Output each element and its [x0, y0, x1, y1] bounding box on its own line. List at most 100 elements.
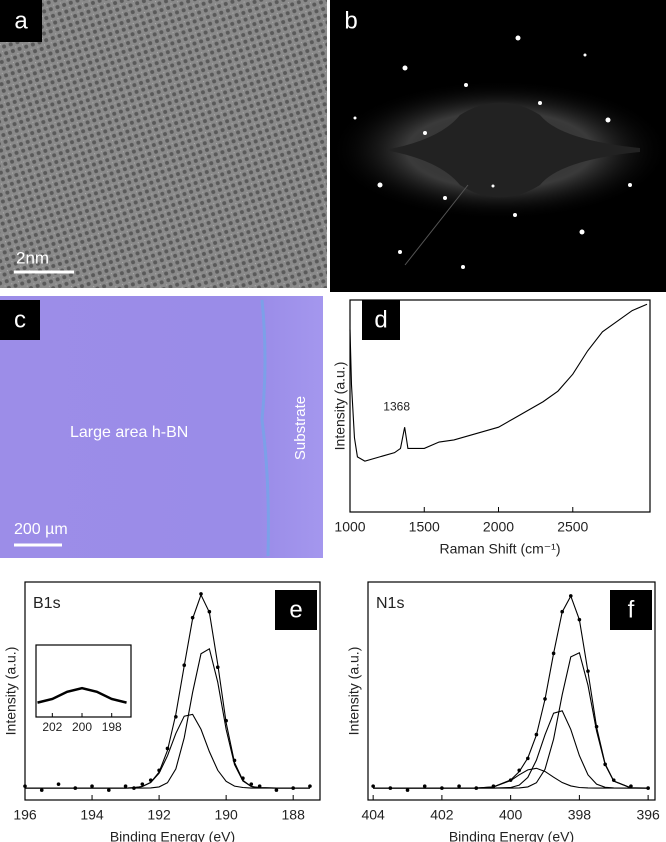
data-point	[56, 782, 61, 786]
x-tick-label: 400	[499, 807, 523, 823]
data-point	[534, 732, 539, 737]
scale-bar-label: 200 µm	[14, 521, 68, 538]
data-point	[182, 663, 187, 668]
x-tick-label: 194	[80, 807, 104, 823]
data-point	[611, 778, 616, 782]
inset-line	[37, 686, 127, 704]
streak	[404, 184, 469, 266]
data-point	[123, 784, 128, 788]
data-point	[388, 786, 393, 790]
panel-label: b	[344, 7, 357, 34]
label-box	[0, 0, 42, 42]
data-point	[157, 768, 161, 773]
beam-stop	[385, 102, 640, 198]
data-point	[603, 762, 607, 767]
data-point	[405, 788, 410, 792]
spectrum-line	[349, 303, 648, 462]
data-point	[491, 784, 496, 788]
data-point	[551, 651, 556, 656]
data-point	[165, 746, 170, 751]
data-point	[291, 786, 295, 790]
panel-c: c Large area h-BN Substrate 200 µm	[0, 296, 323, 558]
data-point	[517, 768, 522, 773]
x-axis-title: Binding Energy (eV)	[449, 829, 574, 842]
x-tick-label: 402	[430, 807, 454, 823]
inset-x-tick-label: 202	[42, 720, 62, 734]
data-point	[440, 786, 444, 790]
data-point	[586, 669, 590, 673]
data-point	[560, 609, 564, 614]
tem-image	[0, 0, 327, 288]
data-point	[174, 714, 178, 719]
substrate-label: Substrate	[292, 396, 309, 460]
data-point	[90, 784, 94, 788]
data-point	[646, 786, 650, 790]
spectrum-line	[373, 767, 649, 789]
data-point	[308, 784, 312, 788]
data-point	[508, 778, 513, 782]
data-point	[215, 665, 220, 670]
y-axis-title: Intensity (a.u.)	[346, 647, 362, 736]
x-tick-label: 404	[361, 807, 385, 823]
panel-b: b	[330, 0, 666, 292]
panel-label: f	[628, 596, 635, 623]
panel-a: a 2nm	[0, 0, 327, 288]
panel-label: c	[14, 306, 26, 333]
data-point	[577, 617, 582, 622]
edge	[260, 299, 270, 557]
peak-label: N1s	[376, 595, 404, 612]
data-point	[422, 784, 427, 788]
label-box	[275, 590, 317, 630]
x-axis-title: Binding Energy (eV)	[110, 829, 235, 842]
data-point	[474, 786, 479, 790]
data-point	[232, 758, 237, 763]
x-tick-label: 190	[214, 807, 238, 823]
data-point	[249, 782, 254, 786]
x-tick-label: 1000	[334, 519, 365, 535]
spectrum-line	[373, 594, 649, 789]
data-point	[457, 784, 461, 788]
scale-bar-label: 2nm	[16, 248, 49, 267]
label-box	[0, 300, 40, 340]
inset-x-tick-label: 198	[102, 720, 122, 734]
data-point	[257, 784, 262, 788]
region-label: Large area h-BN	[70, 424, 188, 441]
data-point	[629, 784, 633, 788]
x-axis-title: Raman Shift (cm⁻¹)	[440, 541, 561, 557]
inset-x-tick-label: 200	[72, 720, 92, 734]
data-point	[39, 788, 44, 792]
plot-frame	[349, 299, 651, 513]
data-point	[199, 592, 203, 596]
data-point	[140, 782, 145, 786]
x-tick-label: 192	[147, 807, 171, 823]
data-point	[274, 788, 279, 792]
y-axis-title: Intensity (a.u.)	[3, 647, 19, 736]
x-tick-label: 2500	[557, 519, 588, 535]
plot-frame	[24, 581, 321, 801]
plot-frame	[367, 581, 656, 801]
label-box	[362, 300, 400, 340]
x-tick-label: 1500	[409, 519, 440, 535]
data-point	[148, 778, 153, 782]
label-box	[330, 0, 372, 42]
data-point	[207, 609, 212, 614]
spots	[353, 35, 632, 269]
x-tick-label: 398	[568, 807, 592, 823]
data-point	[371, 784, 375, 788]
panel-label: d	[374, 306, 387, 333]
x-tick-label: 196	[13, 807, 37, 823]
data-point	[190, 615, 195, 620]
x-tick-label: 2000	[483, 519, 514, 535]
data-point	[241, 776, 245, 780]
data-point	[107, 788, 111, 792]
spectrum-line	[25, 593, 310, 789]
x-tick-label: 396	[636, 807, 660, 823]
data-point	[132, 786, 136, 790]
spectrum-line	[373, 710, 649, 789]
x-tick-label: 188	[282, 807, 306, 823]
panel-label: e	[289, 596, 302, 623]
data-point	[224, 718, 228, 723]
data-point	[23, 784, 27, 788]
panel-label: a	[14, 7, 28, 34]
